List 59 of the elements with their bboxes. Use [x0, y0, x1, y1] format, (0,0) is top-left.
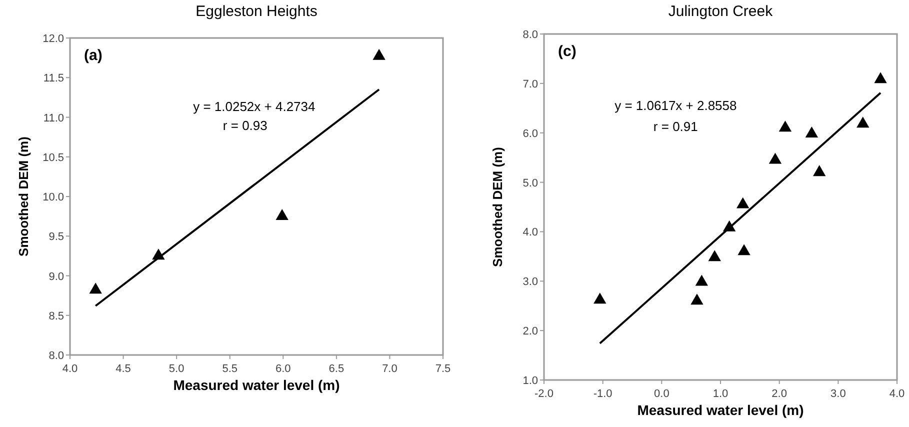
annotation: y = 1.0617x + 2.8558	[614, 98, 737, 114]
point	[276, 208, 288, 220]
annotation: r = 0.91	[653, 118, 698, 134]
y-tick-label: 4.0	[522, 226, 538, 239]
x-tick-label: 5.0	[168, 363, 184, 375]
y-tick-label: 11.0	[43, 112, 64, 124]
x-tick-label: 7.0	[382, 363, 398, 375]
y-axis-title: Smoothed DEM (m)	[16, 136, 31, 256]
x-tick-label: 3.0	[830, 388, 846, 400]
y-tick-label: 8.5	[48, 310, 64, 322]
y-axis-title: Smoothed DEM (m)	[490, 147, 505, 267]
point	[805, 126, 818, 138]
y-tick-label: 6.0	[522, 128, 538, 140]
point	[708, 250, 721, 262]
y-tick-label: 9.5	[48, 231, 64, 244]
annotation: (a)	[84, 47, 102, 64]
y-tick-label: 11.5	[43, 72, 64, 85]
point	[89, 282, 102, 294]
y-tick-label: 9.0	[48, 270, 64, 283]
point	[856, 116, 870, 128]
point	[690, 294, 704, 305]
y-tick-label: 10.0	[42, 192, 64, 204]
x-tick-label: 0.0	[654, 388, 670, 400]
point	[768, 152, 782, 164]
y-tick-label: 12.0	[42, 33, 64, 45]
y-tick-label: 2.0	[522, 326, 538, 338]
point	[738, 244, 750, 256]
x-tick-label: 5.5	[222, 363, 238, 375]
chart-title: Eggleston Heights	[196, 3, 318, 20]
chart-title: Julington Creek	[668, 3, 774, 20]
x-axis-title: Measured water level (m)	[173, 377, 340, 393]
point	[778, 120, 792, 132]
x-axis-title: Measured water level (m)	[637, 402, 804, 418]
point	[372, 48, 386, 60]
y-tick-label: 1.0	[522, 375, 538, 387]
point	[736, 197, 750, 208]
x-tick-label: 4.5	[116, 363, 131, 375]
point	[812, 165, 826, 176]
annotation: r = 0.93	[222, 118, 268, 133]
y-tick-label: 3.0	[522, 276, 538, 288]
x-tick-label: 6.0	[275, 363, 291, 375]
point	[594, 292, 606, 304]
x-tick-label: 6.5	[328, 363, 344, 375]
x-tick-label: -2.0	[534, 388, 554, 400]
annotation: y = 1.0252x + 4.2734	[193, 98, 316, 114]
x-tick-label: 4.0	[889, 388, 905, 400]
point	[695, 274, 708, 286]
y-tick-label: 8.0	[48, 350, 64, 362]
annotation: (c)	[558, 43, 576, 60]
x-tick-label: 4.0	[62, 363, 78, 375]
point	[874, 72, 887, 84]
y-tick-label: 5.0	[522, 177, 538, 190]
x-tick-label: 2.0	[772, 388, 787, 400]
y-tick-label: 7.0	[522, 78, 538, 90]
x-tick-label: -1.0	[593, 388, 612, 400]
y-tick-label: 8.0	[522, 29, 538, 41]
x-tick-label: 7.5	[435, 363, 451, 375]
x-tick-label: 1.0	[712, 388, 728, 400]
y-tick-label: 10.5	[42, 152, 64, 164]
